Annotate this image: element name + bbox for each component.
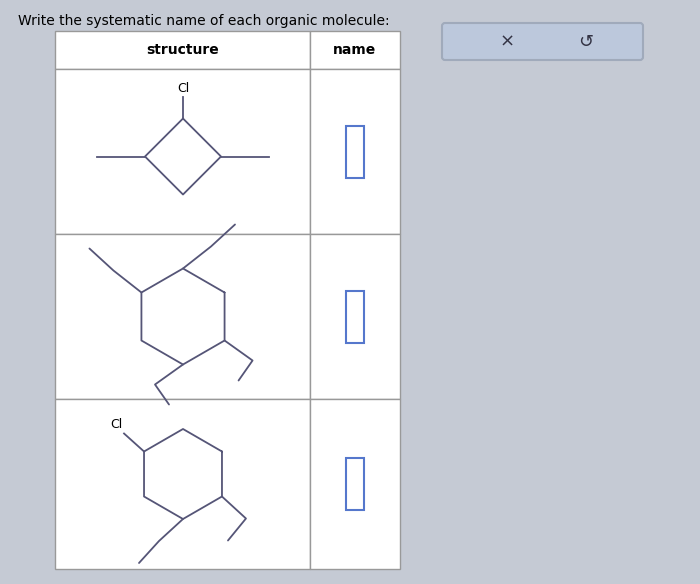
Polygon shape [55,399,310,569]
Polygon shape [55,69,310,234]
Text: name: name [333,43,377,57]
Polygon shape [310,31,400,69]
FancyBboxPatch shape [346,290,364,342]
Text: Cl: Cl [110,419,122,432]
Text: structure: structure [146,43,219,57]
Polygon shape [310,399,400,569]
Polygon shape [310,69,400,234]
Polygon shape [55,31,310,69]
FancyBboxPatch shape [346,458,364,510]
Text: ×: × [500,33,515,50]
FancyBboxPatch shape [346,126,364,178]
FancyBboxPatch shape [442,23,643,60]
Text: Cl: Cl [177,82,189,95]
Polygon shape [310,234,400,399]
Text: Write the systematic name of each organic molecule:: Write the systematic name of each organi… [18,14,390,28]
Polygon shape [55,234,310,399]
Text: ↺: ↺ [578,33,593,50]
